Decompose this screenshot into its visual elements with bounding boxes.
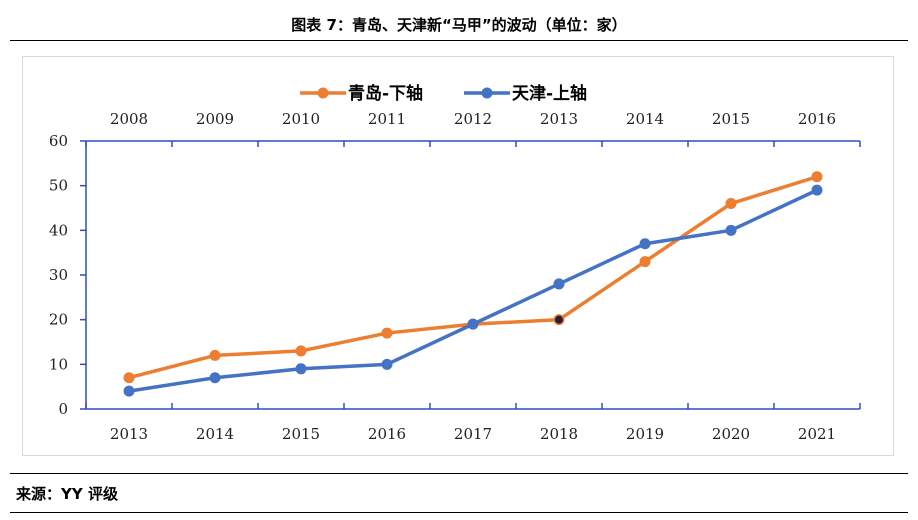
series-line-tianjin (127, 188, 819, 393)
data-point-qingdao (725, 198, 737, 210)
x-top-tick-label: 2012 (454, 110, 492, 128)
data-point-qingdao (639, 256, 651, 268)
x-top-tick-label: 2011 (368, 110, 406, 128)
chart-title: 图表 7：青岛、天津新“马甲”的波动（单位：家） (291, 16, 627, 34)
data-point-tianjin (123, 385, 135, 397)
y-tick-label: 50 (49, 177, 68, 195)
data-point-qingdao (209, 349, 221, 361)
data-point-qingdao (381, 327, 393, 339)
data-point-tianjin (811, 184, 823, 196)
y-tick-label: 40 (49, 221, 68, 239)
x-bottom-tick-label: 2019 (626, 425, 664, 443)
x-bottom-tick-label: 2020 (712, 425, 750, 443)
x-bottom-tick-label: 2015 (282, 425, 320, 443)
legend: 青岛-下轴 天津-上轴 (300, 83, 587, 104)
source-note: 来源：YY 评级 (16, 485, 118, 503)
data-point-tianjin (553, 278, 565, 290)
axes-group: 0 10 20 30 40 50 60 2013 2014 2015 2016 2017 2018 201… (49, 110, 861, 443)
series-line-qingdao (127, 174, 819, 380)
data-point-qingdao (123, 372, 135, 384)
x-top-tick-label: 2010 (282, 110, 320, 128)
top-rule (10, 40, 908, 41)
x-top-tick-label: 2008 (110, 110, 148, 128)
data-point-tianjin (381, 358, 393, 370)
x-top-tick-label: 2016 (798, 110, 836, 128)
data-point-tianjin (639, 238, 651, 250)
y-tick-label: 30 (49, 266, 68, 284)
x-bottom-tick-label: 2021 (798, 425, 836, 443)
chart-frame (22, 56, 894, 456)
x-top-tick-label: 2013 (540, 110, 578, 128)
legend-marker-qingdao (317, 87, 329, 99)
legend-marker-tianjin (481, 87, 493, 99)
data-point-tianjin (295, 363, 307, 375)
x-top-tick-label: 2015 (712, 110, 750, 128)
data-point-qingdao (295, 345, 307, 357)
x-top-tick-label: 2014 (626, 110, 664, 128)
x-top-tick-label: 2009 (196, 110, 234, 128)
data-point-tianjin (725, 224, 737, 236)
y-tick-label: 20 (49, 311, 68, 329)
y-tick-label: 10 (49, 355, 68, 373)
data-point-tianjin (467, 318, 479, 330)
series-group (123, 171, 823, 397)
middle-rule (10, 473, 908, 474)
bottom-rule (10, 512, 908, 513)
highlight-point (555, 315, 563, 324)
data-point-tianjin (209, 372, 221, 384)
x-bottom-tick-label: 2014 (196, 425, 234, 443)
y-tick-label: 60 (49, 132, 68, 150)
legend-label-tianjin: 天津-上轴 (512, 83, 587, 104)
data-point-qingdao (811, 171, 823, 183)
x-bottom-tick-label: 2016 (368, 425, 406, 443)
legend-label-qingdao: 青岛-下轴 (348, 83, 423, 104)
x-bottom-tick-label: 2017 (454, 425, 492, 443)
x-bottom-tick-label: 2018 (540, 425, 578, 443)
y-tick-label: 0 (58, 400, 68, 418)
x-bottom-tick-label: 2013 (110, 425, 148, 443)
